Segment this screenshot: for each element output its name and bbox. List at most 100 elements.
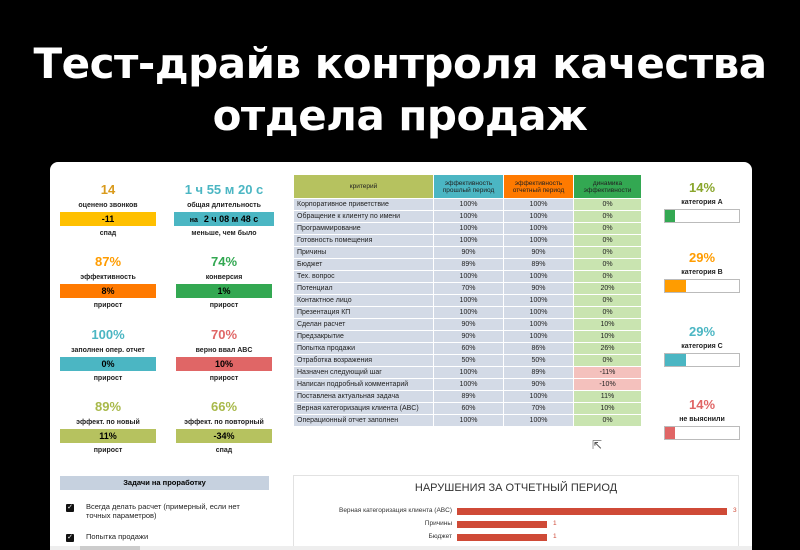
cell-previous: 100% bbox=[433, 306, 504, 319]
scrollbar-thumb[interactable] bbox=[80, 546, 140, 550]
cell-criterion: Контактное лицо bbox=[293, 294, 434, 307]
cell-previous: 90% bbox=[433, 246, 504, 259]
violation-label: Причины bbox=[424, 520, 452, 527]
cell-previous: 90% bbox=[433, 330, 504, 343]
cell-criterion: Операционный отчет заполнен bbox=[293, 414, 434, 427]
cell-criterion: Бюджет bbox=[293, 258, 434, 271]
table-row: Отработка возражения 50% 50% 0% bbox=[293, 354, 642, 367]
cell-dynamics: 0% bbox=[573, 258, 642, 271]
kpi-change-bar: на 2 ч 08 м 48 с bbox=[174, 212, 274, 226]
table-row: Назначен следующий шаг 100% 89% -11% bbox=[293, 366, 642, 379]
dashboard-panel: 14 оценено звонков -11 спад 1 ч 55 м 20 … bbox=[50, 162, 752, 550]
cell-current: 100% bbox=[503, 222, 574, 235]
kpi-conversion: 74% конверсия 1% прирост bbox=[176, 254, 272, 310]
cell-previous: 100% bbox=[433, 366, 504, 379]
checkbox-checked-icon[interactable]: ✓ bbox=[66, 504, 74, 512]
kpi-efficiency-new: 89% эффект. по новый 11% прирост bbox=[60, 399, 156, 455]
cell-dynamics: 0% bbox=[573, 234, 642, 247]
cell-current: 90% bbox=[503, 378, 574, 391]
cell-criterion: Готовность помещения bbox=[293, 234, 434, 247]
cell-current: 89% bbox=[503, 258, 574, 271]
category-gauge-fill bbox=[665, 427, 676, 439]
kpi-trend: спад bbox=[215, 447, 233, 454]
violation-row: Причины 1 bbox=[294, 519, 740, 529]
category-gauge bbox=[664, 279, 740, 293]
cell-current: 90% bbox=[503, 282, 574, 295]
kpi-caption: эффект. по новый bbox=[76, 419, 140, 426]
kpi-caption: оценено звонков bbox=[78, 202, 138, 209]
cell-dynamics: 10% bbox=[573, 330, 642, 343]
cell-criterion: Причины bbox=[293, 246, 434, 259]
table-body: Корпоративное приветствие 100% 100% 0% Обращ… bbox=[293, 198, 642, 427]
cell-current: 100% bbox=[503, 198, 574, 211]
cell-previous: 100% bbox=[433, 210, 504, 223]
violation-count: 3 bbox=[733, 507, 737, 514]
category-gauge bbox=[664, 353, 740, 367]
cell-criterion: Предзакрытие bbox=[293, 330, 434, 343]
cell-previous: 100% bbox=[433, 198, 504, 211]
category-b: 29% категория B bbox=[664, 250, 740, 293]
task-item[interactable]: ✓ Попытка продажи bbox=[66, 532, 266, 542]
table-row: Операционный отчет заполнен 100% 100% 0% bbox=[293, 414, 642, 427]
cell-criterion: Тех. вопрос bbox=[293, 270, 434, 283]
kpi-trend: меньше, чем было bbox=[191, 230, 257, 237]
table-header-row: критерий эффективность прошлый период эф… bbox=[293, 174, 642, 199]
cell-previous: 50% bbox=[433, 354, 504, 367]
category-gauge bbox=[664, 426, 740, 440]
cell-criterion: Верная категоризация клиента (ABC) bbox=[293, 402, 434, 415]
checkbox-checked-icon[interactable]: ✓ bbox=[66, 534, 74, 542]
headline-line-1: Тест-драйв контроля качества bbox=[33, 39, 767, 88]
table-row: Презентация КП 100% 100% 0% bbox=[293, 306, 642, 319]
cell-dynamics: 0% bbox=[573, 306, 642, 319]
headline-line-2: отдела продаж bbox=[212, 91, 588, 140]
cell-previous: 100% bbox=[433, 222, 504, 235]
cell-current: 86% bbox=[503, 342, 574, 355]
cell-dynamics: 0% bbox=[573, 294, 642, 307]
cell-previous: 100% bbox=[433, 270, 504, 283]
cell-current: 89% bbox=[503, 366, 574, 379]
cell-criterion: Презентация КП bbox=[293, 306, 434, 319]
category-percent: 14% bbox=[688, 397, 716, 412]
kpi-value: 70% bbox=[210, 327, 238, 342]
violations-title: НАРУШЕНИЯ ЗА ОТЧЕТНЫЙ ПЕРИОД bbox=[414, 482, 618, 494]
cell-criterion: Отработка возражения bbox=[293, 354, 434, 367]
cell-previous: 70% bbox=[433, 282, 504, 295]
kpi-abc-correct: 70% верно ввал ABC 10% прирост bbox=[176, 327, 272, 383]
cell-criterion: Написан подробный комментарий bbox=[293, 378, 434, 391]
violation-label: Бюджет bbox=[428, 533, 452, 540]
cell-criterion: Потенциал bbox=[293, 282, 434, 295]
category-gauge-fill bbox=[665, 210, 676, 222]
kpi-calls-rated: 14 оценено звонков -11 спад bbox=[60, 182, 156, 238]
cell-current: 100% bbox=[503, 414, 574, 427]
task-item[interactable]: ✓ Всегда делать расчет (примерный, если … bbox=[66, 502, 266, 520]
category-unknown: 14% не выяснили bbox=[664, 397, 740, 440]
kpi-report-filled: 100% заполнен опер. отчет 0% прирост bbox=[60, 327, 156, 383]
kpi-trend: прирост bbox=[93, 375, 123, 382]
violation-bar bbox=[457, 521, 547, 528]
mouse-cursor-icon: ⇱ bbox=[592, 438, 603, 452]
kpi-value: 66% bbox=[210, 399, 238, 414]
kpi-caption: заполнен опер. отчет bbox=[71, 347, 145, 354]
cell-previous: 100% bbox=[433, 294, 504, 307]
task-text: Попытка продажи bbox=[86, 532, 149, 541]
cell-dynamics: 26% bbox=[573, 342, 642, 355]
cell-criterion: Программирование bbox=[293, 222, 434, 235]
kpi-value: 87% bbox=[94, 254, 122, 269]
table-row: Попытка продажи 60% 86% 26% bbox=[293, 342, 642, 355]
cell-previous: 90% bbox=[433, 318, 504, 331]
cell-current: 100% bbox=[503, 234, 574, 247]
table-row: Потенциал 70% 90% 20% bbox=[293, 282, 642, 295]
cell-current: 90% bbox=[503, 246, 574, 259]
cell-current: 100% bbox=[503, 294, 574, 307]
kpi-efficiency-repeat: 66% эффект. по повторный -34% спад bbox=[176, 399, 272, 455]
category-label: категория A bbox=[681, 199, 723, 206]
kpi-total-duration: 1 ч 55 м 20 с общая длительность на 2 ч 0… bbox=[174, 182, 274, 238]
horizontal-scrollbar[interactable] bbox=[50, 546, 752, 550]
kpi-bar-prefix: на bbox=[189, 217, 198, 224]
kpi-value: 74% bbox=[210, 254, 238, 269]
category-percent: 14% bbox=[688, 180, 716, 195]
cell-criterion: Назначен следующий шаг bbox=[293, 366, 434, 379]
cell-previous: 89% bbox=[433, 390, 504, 403]
cell-previous: 60% bbox=[433, 402, 504, 415]
cell-current: 50% bbox=[503, 354, 574, 367]
